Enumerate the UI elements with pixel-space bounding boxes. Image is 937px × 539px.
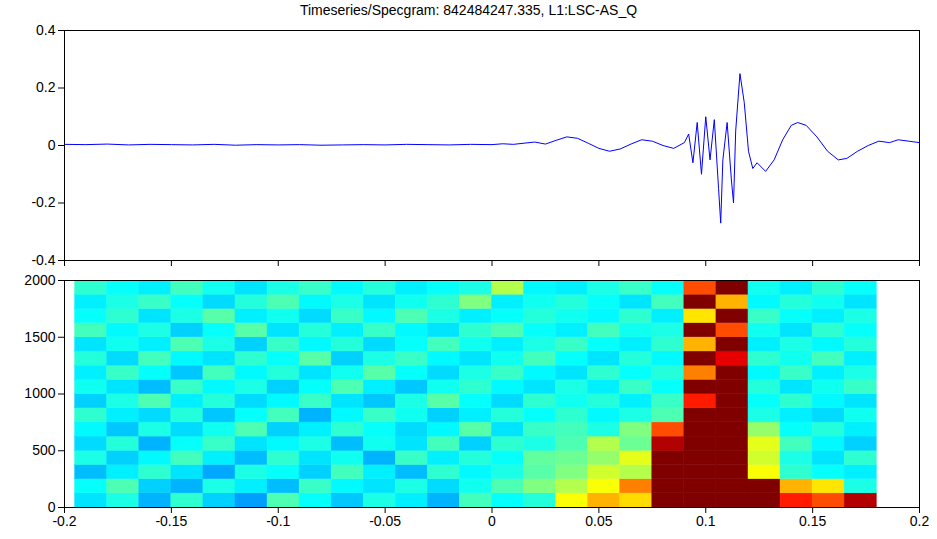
svg-text:0.2: 0.2 bbox=[910, 513, 930, 529]
svg-text:0: 0 bbox=[48, 137, 56, 153]
svg-text:0: 0 bbox=[488, 513, 496, 529]
svg-text:0: 0 bbox=[47, 499, 56, 515]
svg-text:0.05: 0.05 bbox=[585, 513, 612, 529]
svg-text:2000: 2000 bbox=[24, 272, 55, 288]
html-text:Timeseries/Specgram: 842484247: Timeseries/Specgram: 842484247.335, L1:L… bbox=[299, 2, 638, 18]
svg-text:0.4: 0.4 bbox=[36, 22, 56, 38]
svg-text:-0.2: -0.2 bbox=[52, 513, 76, 529]
svg-text:-0.15: -0.15 bbox=[155, 513, 187, 529]
svg-text:1000: 1000 bbox=[24, 385, 55, 401]
svg-text:-0.4: -0.4 bbox=[31, 252, 55, 268]
svg-text:0.1: 0.1 bbox=[696, 513, 716, 529]
svg-text:500: 500 bbox=[32, 442, 56, 458]
svg-text:-0.1: -0.1 bbox=[266, 513, 290, 529]
svg-text:-0.2: -0.2 bbox=[31, 194, 55, 210]
svg-text:-0.05: -0.05 bbox=[369, 513, 401, 529]
svg-text:1500: 1500 bbox=[24, 329, 55, 345]
svg-text:0.15: 0.15 bbox=[799, 513, 826, 529]
svg-text:0.2: 0.2 bbox=[36, 79, 56, 95]
